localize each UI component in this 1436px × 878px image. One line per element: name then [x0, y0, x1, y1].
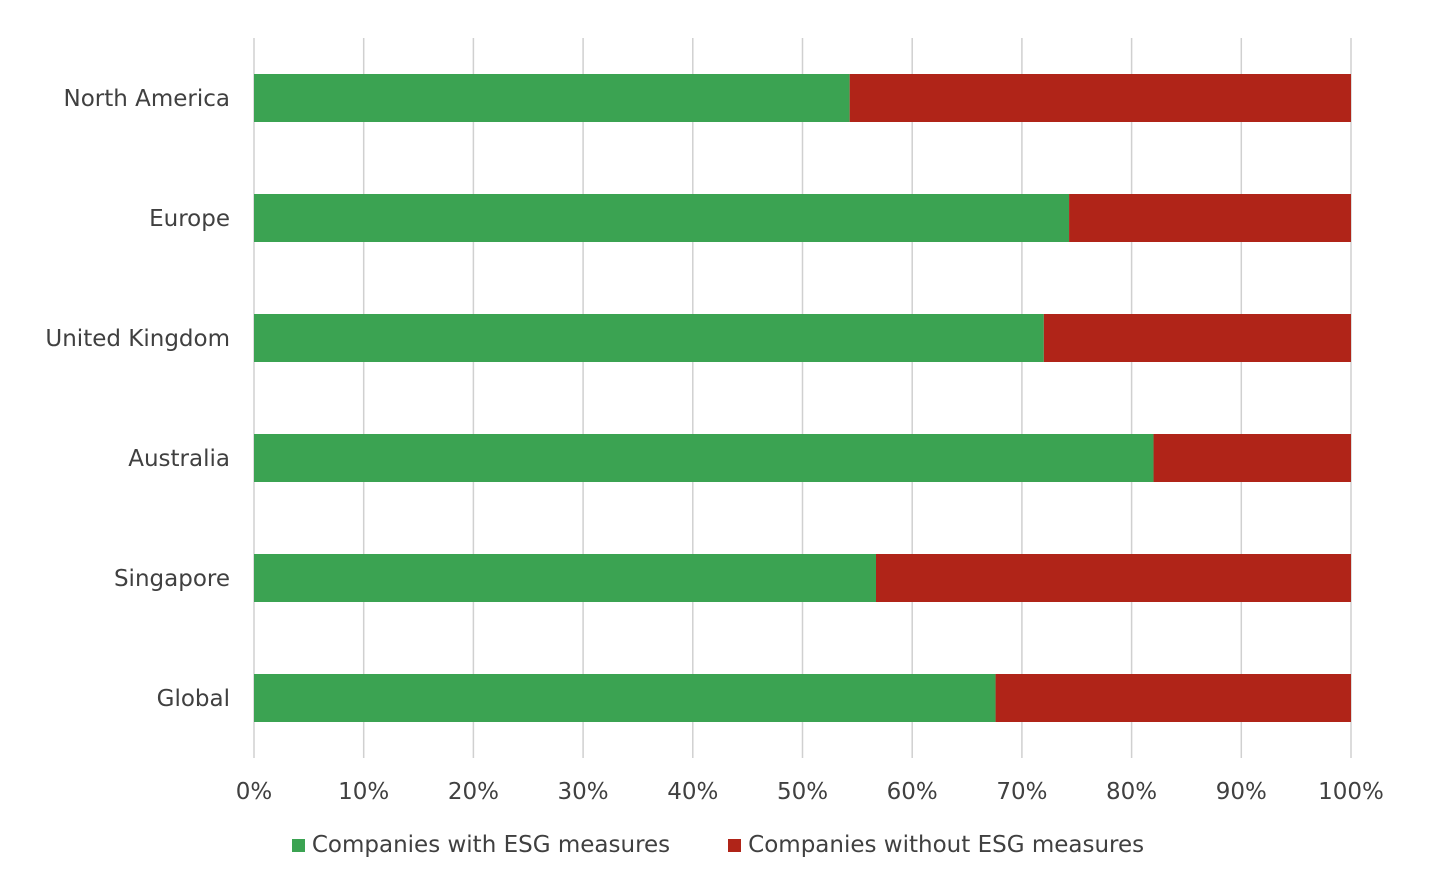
x-tick-label: 0%	[236, 779, 273, 805]
x-tick-label: 80%	[1106, 779, 1157, 805]
category-label: Global	[157, 686, 230, 712]
bar-with-esg	[254, 434, 1154, 482]
x-tick-label: 10%	[338, 779, 389, 805]
x-tick-label: 70%	[996, 779, 1047, 805]
legend-label-without-esg: Companies without ESG measures	[748, 832, 1145, 858]
bar-without-esg	[1069, 194, 1351, 242]
x-tick-label: 30%	[558, 779, 609, 805]
bar-with-esg	[254, 674, 996, 722]
category-label: Australia	[128, 446, 230, 472]
category-label: Singapore	[114, 566, 230, 592]
legend-swatch-with-esg	[291, 838, 305, 852]
x-tick-label: 100%	[1318, 779, 1384, 805]
chart-plot: 0% 10% 20% 30% 40% 50% 60% 70% 80% 90% 100% North A…	[45, 38, 1384, 805]
x-tick-label: 60%	[887, 779, 938, 805]
bar-with-esg	[254, 554, 876, 602]
bar-without-esg	[1043, 314, 1351, 362]
category-label: Europe	[149, 206, 230, 232]
bar-without-esg	[995, 674, 1351, 722]
x-tick-label: 40%	[667, 779, 718, 805]
legend: Companies with ESG measures Companies wi…	[0, 832, 1436, 858]
legend-item-without-esg: Companies without ESG measures	[728, 832, 1144, 858]
bar-without-esg	[875, 554, 1351, 602]
x-tick-label: 90%	[1216, 779, 1267, 805]
bar-with-esg	[254, 314, 1044, 362]
bar-without-esg	[1153, 434, 1351, 482]
legend-label-with-esg: Companies with ESG measures	[311, 832, 671, 858]
legend-swatch-without-esg	[728, 838, 742, 852]
bar-with-esg	[254, 74, 850, 122]
x-tick-label: 50%	[777, 779, 828, 805]
legend-item-with-esg: Companies with ESG measures	[291, 832, 671, 858]
x-tick-label: 20%	[448, 779, 499, 805]
bar-without-esg	[849, 74, 1351, 122]
category-label: North America	[63, 86, 230, 112]
category-label: United Kingdom	[45, 326, 230, 352]
bar-with-esg	[254, 194, 1070, 242]
